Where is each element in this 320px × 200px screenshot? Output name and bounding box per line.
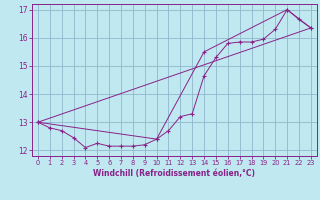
X-axis label: Windchill (Refroidissement éolien,°C): Windchill (Refroidissement éolien,°C) <box>93 169 255 178</box>
